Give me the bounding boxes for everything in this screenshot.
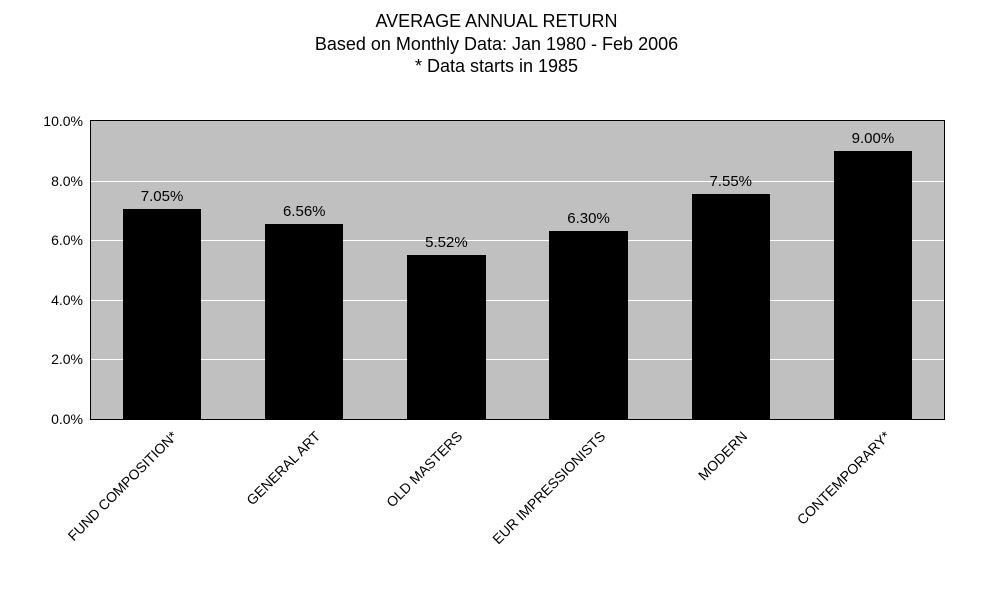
bar bbox=[834, 151, 912, 419]
chart-titles: AVERAGE ANNUAL RETURN Based on Monthly D… bbox=[0, 0, 993, 78]
bar bbox=[265, 224, 343, 419]
bar bbox=[123, 209, 201, 419]
x-tick-label: OLD MASTERS bbox=[383, 428, 465, 510]
chart-title-line2: Based on Monthly Data: Jan 1980 - Feb 20… bbox=[0, 33, 993, 56]
gridline bbox=[91, 181, 944, 182]
y-tick-label: 10.0% bbox=[43, 113, 91, 129]
gridline bbox=[91, 300, 944, 301]
x-tick-label: CONTEMPORARY* bbox=[793, 428, 893, 528]
bar bbox=[692, 194, 770, 419]
chart-container: AVERAGE ANNUAL RETURN Based on Monthly D… bbox=[0, 0, 993, 589]
bar bbox=[407, 255, 485, 419]
bar-value-label: 9.00% bbox=[823, 130, 923, 147]
bar-value-label: 5.52% bbox=[396, 234, 496, 251]
plot-outer: 0.0%2.0%4.0%6.0%8.0%10.0%7.05%6.56%5.52%… bbox=[90, 120, 945, 420]
plot-area: 0.0%2.0%4.0%6.0%8.0%10.0%7.05%6.56%5.52%… bbox=[90, 120, 945, 420]
y-tick-label: 2.0% bbox=[51, 351, 91, 367]
x-tick-label: FUND COMPOSITION* bbox=[65, 428, 181, 544]
y-tick-label: 0.0% bbox=[51, 411, 91, 427]
gridline bbox=[91, 240, 944, 241]
x-axis-labels: FUND COMPOSITION*GENERAL ARTOLD MASTERSE… bbox=[90, 428, 945, 578]
bar-value-label: 6.56% bbox=[254, 203, 354, 220]
gridline bbox=[91, 359, 944, 360]
y-tick-label: 8.0% bbox=[51, 173, 91, 189]
bar-value-label: 7.05% bbox=[112, 188, 212, 205]
x-tick-label: GENERAL ART bbox=[243, 428, 323, 508]
bar bbox=[549, 231, 627, 419]
chart-title-line3: * Data starts in 1985 bbox=[0, 55, 993, 78]
x-tick-label: EUR IMPRESSIONISTS bbox=[489, 428, 608, 547]
bar-value-label: 6.30% bbox=[539, 210, 639, 227]
bar-value-label: 7.55% bbox=[681, 173, 781, 190]
x-tick-label: MODERN bbox=[695, 428, 750, 483]
chart-title-line1: AVERAGE ANNUAL RETURN bbox=[0, 10, 993, 33]
y-tick-label: 6.0% bbox=[51, 232, 91, 248]
y-tick-label: 4.0% bbox=[51, 292, 91, 308]
